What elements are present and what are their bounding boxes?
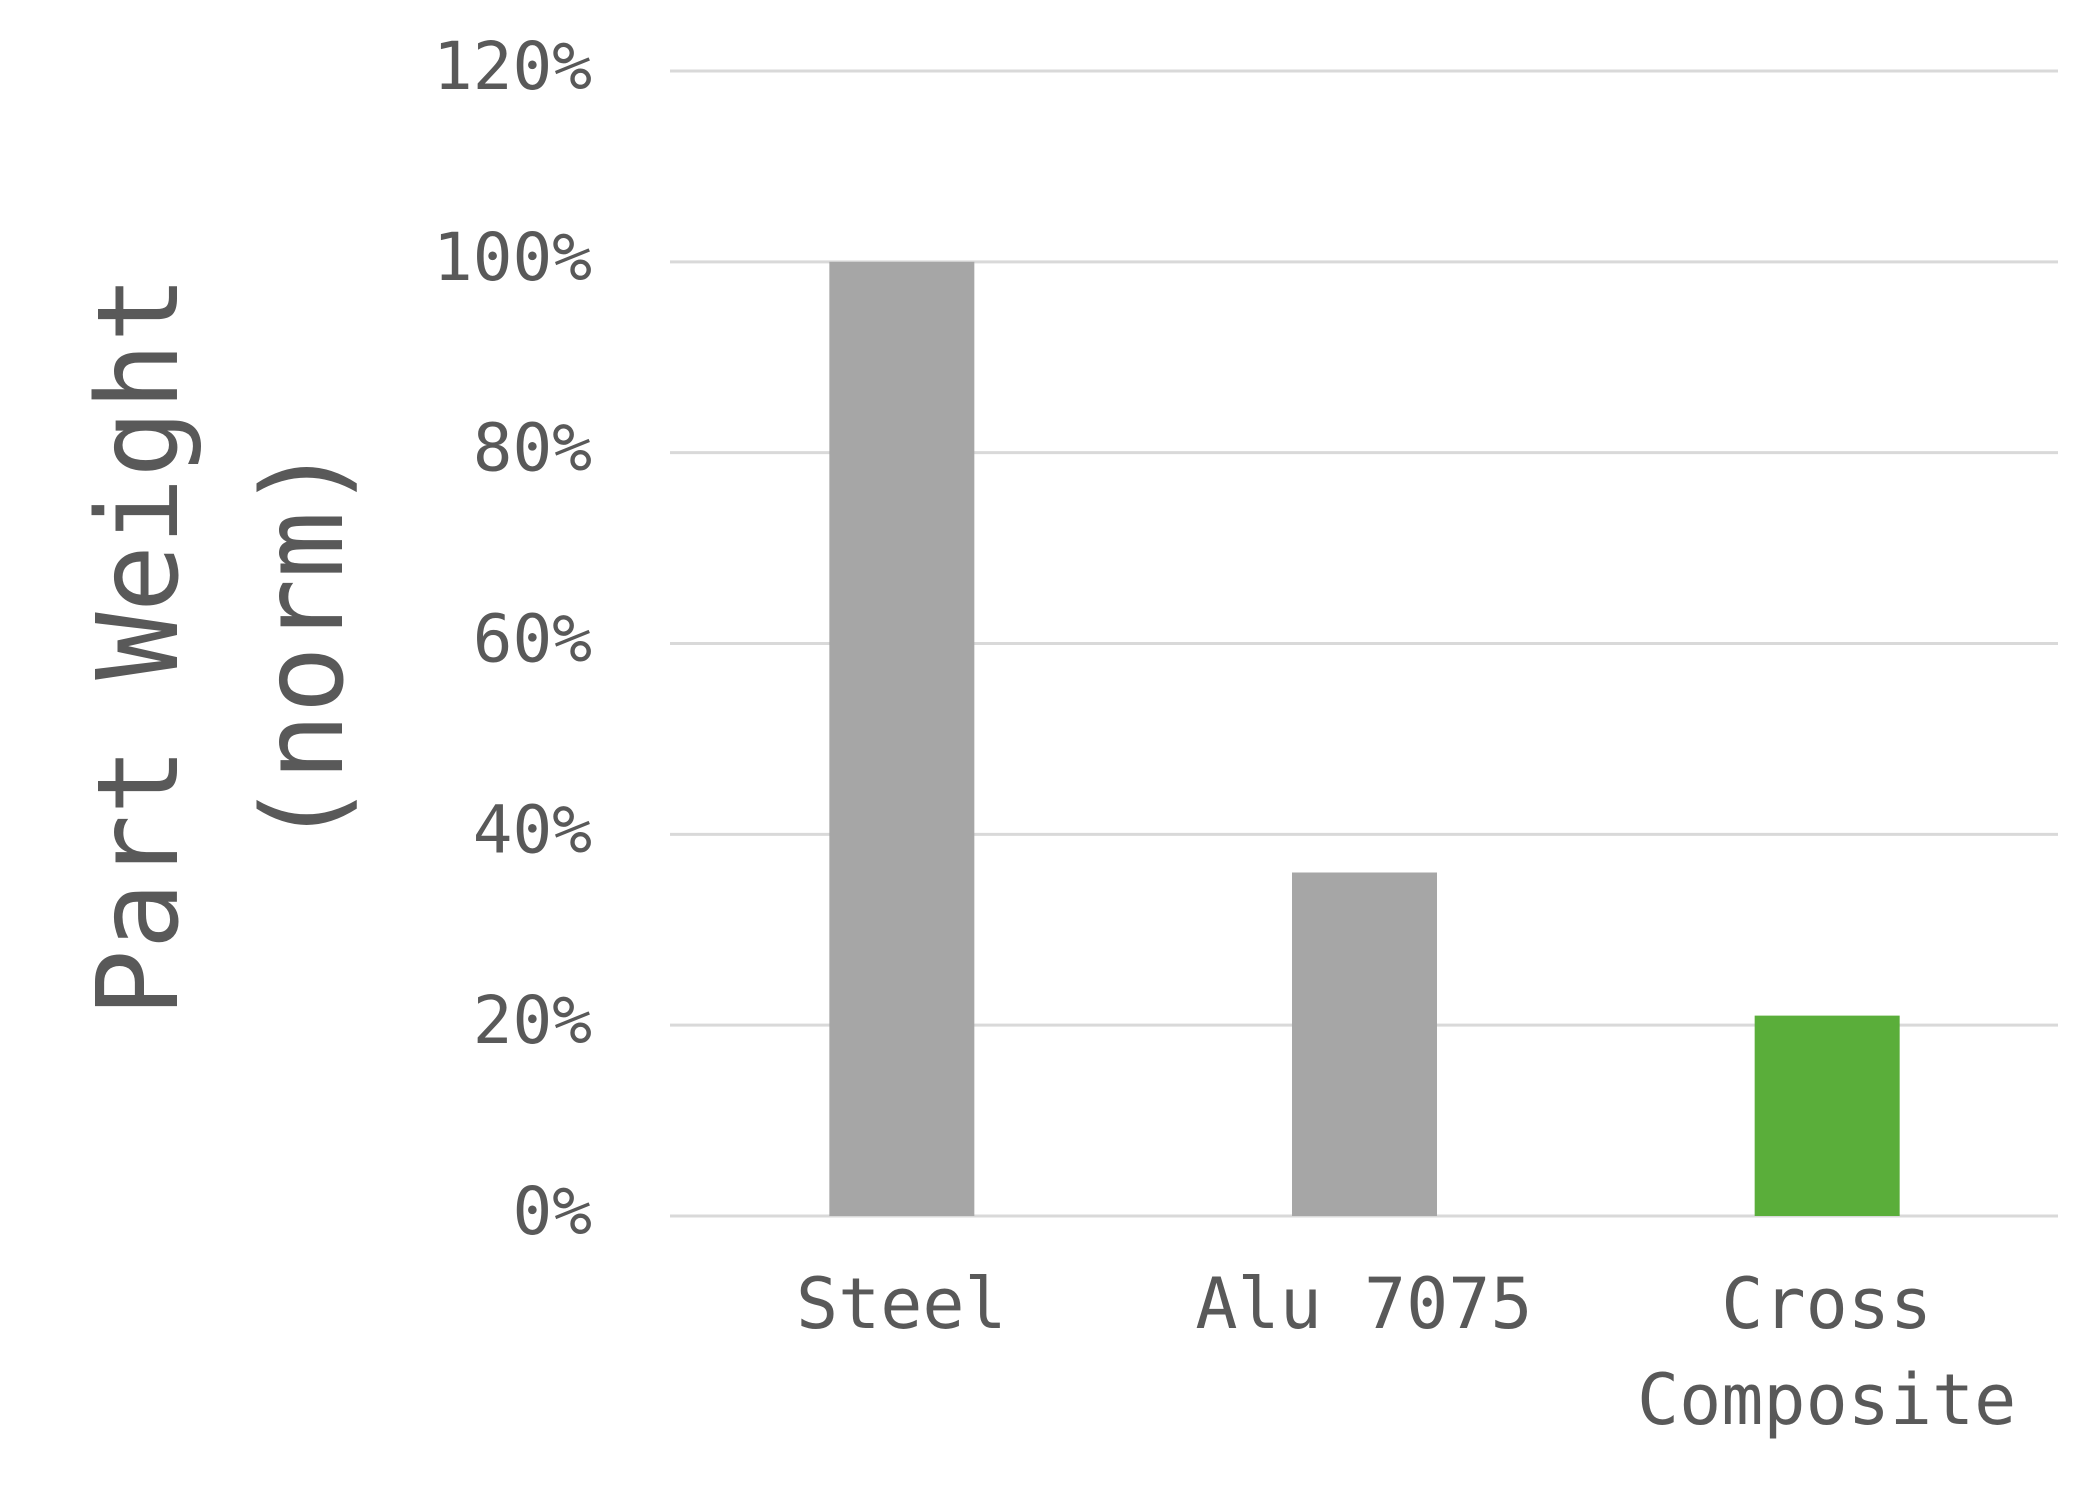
x-tick-label: Steel — [795, 1263, 1007, 1345]
bar — [1754, 1015, 1900, 1216]
y-axis-title: Part Weight (norm) — [74, 275, 369, 1017]
y-tick-label: 20% — [473, 982, 592, 1059]
y-tick-label: 40% — [473, 791, 592, 868]
y-tick-label: 100% — [433, 219, 592, 296]
bar — [1292, 872, 1437, 1216]
y-tick-label: 0% — [513, 1173, 592, 1250]
y-tick-label: 60% — [473, 601, 592, 678]
y-tick-label: 80% — [473, 410, 592, 487]
x-tick-label: Alu 7075 — [1195, 1263, 1533, 1345]
bar — [829, 261, 975, 1216]
y-tick-label: 120% — [433, 28, 592, 105]
x-tick-label: Cross Composite — [1637, 1263, 2017, 1441]
